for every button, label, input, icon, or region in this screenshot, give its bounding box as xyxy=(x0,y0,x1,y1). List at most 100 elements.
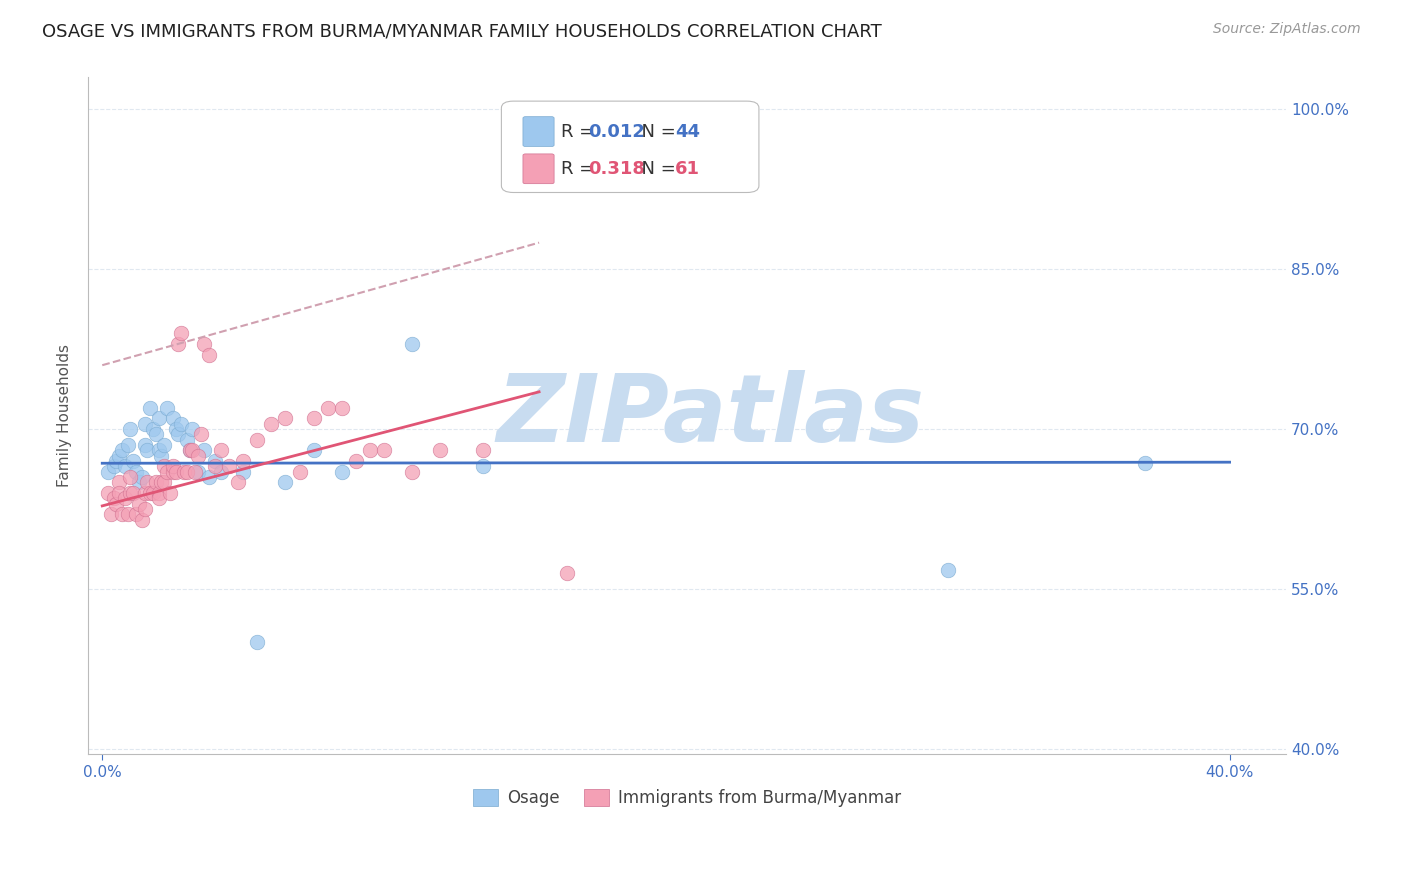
Point xyxy=(139,486,162,500)
Point xyxy=(136,475,159,490)
Point xyxy=(181,443,204,458)
Point xyxy=(100,508,122,522)
Point xyxy=(108,486,131,500)
Point xyxy=(105,454,128,468)
Point xyxy=(120,486,142,500)
Point xyxy=(128,475,150,490)
Point xyxy=(471,443,494,458)
Point xyxy=(471,459,494,474)
Point xyxy=(184,465,207,479)
Point xyxy=(330,465,353,479)
Point xyxy=(120,470,142,484)
Point xyxy=(165,465,187,479)
Point xyxy=(176,465,198,479)
Point xyxy=(555,566,578,580)
Point xyxy=(148,486,170,500)
Text: 0.318: 0.318 xyxy=(588,160,644,178)
Text: R =: R = xyxy=(561,160,600,178)
Point xyxy=(302,411,325,425)
Point xyxy=(936,563,959,577)
Y-axis label: Family Households: Family Households xyxy=(58,344,72,487)
Point xyxy=(204,459,226,474)
Point xyxy=(145,427,167,442)
Point xyxy=(97,486,120,500)
Point xyxy=(179,443,201,458)
Point xyxy=(142,422,165,436)
Point xyxy=(120,422,142,436)
Point xyxy=(401,465,423,479)
Point xyxy=(142,486,165,500)
Point xyxy=(302,443,325,458)
Point xyxy=(232,465,254,479)
Point xyxy=(162,459,184,474)
Point xyxy=(108,449,131,463)
Point xyxy=(114,491,136,506)
Point xyxy=(246,433,269,447)
Point xyxy=(190,427,212,442)
Point xyxy=(316,401,339,415)
Point xyxy=(136,443,159,458)
Point xyxy=(148,443,170,458)
Point xyxy=(401,337,423,351)
Point xyxy=(150,449,173,463)
Point xyxy=(153,459,176,474)
Point xyxy=(159,486,181,500)
Point xyxy=(125,465,148,479)
Point xyxy=(274,411,297,425)
Point xyxy=(246,635,269,649)
Point xyxy=(111,443,134,458)
Point xyxy=(122,486,145,500)
Point xyxy=(209,443,232,458)
Point xyxy=(105,497,128,511)
Point xyxy=(260,417,283,431)
Text: ZIPatlas: ZIPatlas xyxy=(496,370,925,462)
Text: 44: 44 xyxy=(675,122,700,141)
Point xyxy=(117,508,139,522)
Point xyxy=(103,459,125,474)
Point xyxy=(226,475,249,490)
Point xyxy=(153,438,176,452)
Point xyxy=(156,465,179,479)
Point xyxy=(167,337,190,351)
Point xyxy=(198,347,221,361)
Point xyxy=(170,417,193,431)
FancyBboxPatch shape xyxy=(523,154,554,184)
Text: R =: R = xyxy=(561,122,600,141)
Point xyxy=(209,465,232,479)
Text: N =: N = xyxy=(630,122,681,141)
Point xyxy=(170,326,193,341)
Point xyxy=(204,454,226,468)
FancyBboxPatch shape xyxy=(523,117,554,146)
Point xyxy=(330,401,353,415)
Point xyxy=(97,465,120,479)
Point xyxy=(218,459,240,474)
Point xyxy=(103,491,125,506)
Point xyxy=(173,465,195,479)
Point xyxy=(187,465,209,479)
Point xyxy=(187,449,209,463)
Point xyxy=(165,422,187,436)
Point xyxy=(134,438,156,452)
Point xyxy=(134,486,156,500)
Text: N =: N = xyxy=(630,160,681,178)
Point xyxy=(359,443,381,458)
Point xyxy=(134,417,156,431)
Text: Source: ZipAtlas.com: Source: ZipAtlas.com xyxy=(1213,22,1361,37)
Point xyxy=(1133,456,1156,470)
FancyBboxPatch shape xyxy=(502,101,759,193)
Point xyxy=(167,427,190,442)
Point xyxy=(193,337,215,351)
Point xyxy=(150,475,173,490)
Point xyxy=(162,465,184,479)
Legend: Osage, Immigrants from Burma/Myanmar: Osage, Immigrants from Burma/Myanmar xyxy=(467,782,907,814)
Text: 61: 61 xyxy=(675,160,700,178)
Point xyxy=(373,443,395,458)
Point xyxy=(139,401,162,415)
Point xyxy=(145,475,167,490)
Point xyxy=(232,454,254,468)
Point xyxy=(198,470,221,484)
Point xyxy=(153,475,176,490)
Point xyxy=(131,470,153,484)
Point xyxy=(134,502,156,516)
Point xyxy=(148,411,170,425)
